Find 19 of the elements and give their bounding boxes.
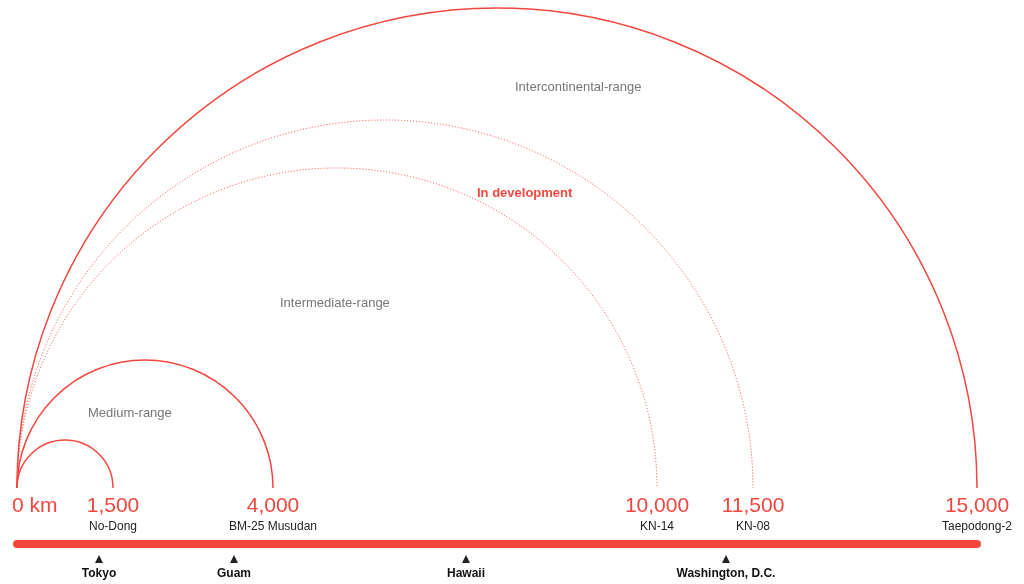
text: 0 km xyxy=(12,493,58,516)
category-label: KN-14 xyxy=(639,519,675,533)
text: Washington, D.C. xyxy=(676,566,776,580)
category-label: Taepodong-2 xyxy=(941,519,1013,533)
data-label: 11,500 xyxy=(721,493,785,516)
data-label: 1,500 xyxy=(86,493,140,516)
data-label: 15,000 xyxy=(944,493,1010,516)
text: Hawaii xyxy=(446,566,486,580)
data-label: 10,000 xyxy=(624,493,690,516)
text: Tokyo xyxy=(81,566,117,580)
text: Guam xyxy=(216,566,252,580)
data-label: 4,000 xyxy=(246,493,300,516)
text: Medium-range xyxy=(88,405,172,420)
category-label: KN-08 xyxy=(735,519,771,533)
category-label: BM-25 Musudan xyxy=(228,519,318,533)
text: Intermediate-range xyxy=(280,295,390,310)
category-label: No-Dong xyxy=(88,519,138,533)
legend-label: In development xyxy=(477,185,574,200)
text: Intercontinental-range xyxy=(515,79,642,94)
